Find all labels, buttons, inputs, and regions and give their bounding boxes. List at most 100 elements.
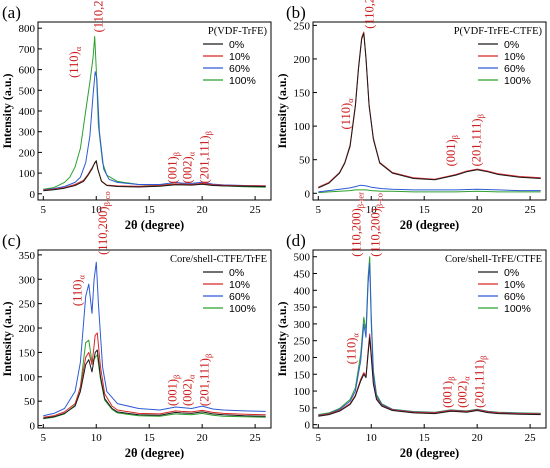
y-tick-label: 150 [19,347,36,359]
x-axis-label: 2θ (degree) [125,446,184,460]
peak-annotation-main: (002) [181,379,195,406]
peak-annotation: (110)α [70,274,86,306]
x-tick-label: 5 [316,432,322,444]
peak-annotation-main: (001) [166,379,180,406]
legend-label: 60% [229,291,250,303]
y-tick-label: 700 [19,44,36,56]
panel-label: (b) [286,3,306,22]
y-tick-label: 350 [19,250,36,262]
y-tick-label: 0 [305,188,311,200]
peak-annotation-main: (201,111) [473,360,487,408]
peak-annotation: (110,200)β-co [96,191,112,255]
plot-frame [37,249,272,429]
peak-annotation-sub: β [450,135,460,139]
plot-frame [312,249,547,429]
y-tick-label: 300 [19,274,36,286]
y-axis-label: Intensity (a.u.) [275,301,289,376]
peak-annotation: (002)α [456,376,472,408]
y-tick-label: 300 [19,127,36,139]
peak-annotation-main: (110,200) [362,0,376,29]
panel-label: (a) [2,3,21,22]
x-tick-label: 25 [250,432,262,444]
x-tick-label: 15 [419,204,431,216]
legend-label: 0% [229,39,244,51]
y-tick-label: 100 [294,386,311,398]
peak-annotation-main: (110) [344,338,358,365]
y-tick-label: 0 [305,420,311,432]
peak-annotation: (001)β [444,135,460,166]
legend-label: 10% [504,279,525,291]
peak-annotation-main: (001) [444,139,458,166]
panel-d: 5 10 15 20 250501001502002503003504004505002… [275,192,547,460]
legend-label: 100% [504,303,531,315]
y-tick-label: 100 [19,372,36,384]
x-tick-label: 10 [366,432,378,444]
peak-annotation: (110,200)β-ter [350,192,366,257]
y-tick-label: 50 [24,396,36,408]
chart-title: P(VDF-TrFE) [208,26,268,37]
peak-annotation-main: (201,111) [198,358,212,406]
peak-annotation-main: (110,200) [96,206,110,255]
x-axis-label: 2θ (degree) [400,446,459,460]
y-tick-label: 200 [294,54,311,66]
x-tick-label: 25 [525,204,537,216]
x-tick-label: 25 [250,204,262,216]
y-tick-label: 350 [294,302,311,314]
x-axis-label: 2θ (degree) [125,218,184,232]
legend-label: 60% [504,291,525,303]
panel-a: 5 10 15 20 25 0 100 200 300 400 500 600 700 800 2θ (de… [0,0,272,232]
peak-annotation: (002)α [181,374,197,406]
peak-annotation-main: (110) [339,103,353,130]
legend-label: 100% [229,303,256,315]
y-tick-label: 100 [294,121,311,133]
peak-annotation-sub: β-co [102,191,112,206]
y-tick-label: 0 [30,189,36,201]
y-tick-label: 600 [19,65,36,77]
peak-annotation-main: (201,111) [469,118,483,166]
peak-annotation: (201,111)β [473,355,489,407]
y-tick-label: 100 [19,168,36,180]
y-tick-label: 200 [19,323,36,335]
peak-annotation-main: (002) [181,156,195,183]
series-line-0pct [43,349,266,419]
peak-annotation-main: (110,200) [92,0,106,32]
peak-annotation: (002)α [181,151,197,183]
peak-annotation-main: (110) [67,51,81,78]
plot-frame [312,21,547,201]
peak-annotation-sub: α [187,151,197,156]
series-line-60pct [43,261,266,417]
y-tick-label: 200 [19,147,36,159]
panel-label: (c) [2,231,21,250]
peak-annotation-sub: β [172,375,182,379]
peak-annotation: (110)α [67,46,83,78]
y-axis-label: Intensity (a.u.) [275,73,289,148]
y-tick-label: 300 [294,319,311,331]
legend-label: 100% [229,75,256,87]
peak-annotation-sub: α [76,274,86,279]
series-line-0pct [43,160,266,192]
x-tick-label: 5 [41,204,47,216]
peak-annotation-sub: β-ter [356,192,366,208]
peak-annotation: (110)α [339,98,355,130]
y-tick-label: 250 [294,20,311,32]
peak-annotation-sub: α [462,376,472,381]
chart-title: Core/shell-TrFE/CTFE [445,254,542,265]
x-tick-label: 10 [366,204,378,216]
peak-annotation-main: (110,200) [369,208,383,257]
legend-label: 10% [229,279,250,291]
legend-label: 0% [504,39,519,51]
y-tick-label: 800 [19,23,36,35]
chart-title: P(VDF-TrFE-CTFE) [454,26,543,37]
peak-annotation-sub: β-co [375,193,385,208]
panel-label: (d) [286,231,306,250]
peak-annotation: (110)α [344,333,360,365]
y-tick-label: 500 [19,85,36,97]
series-line-100pct [43,339,266,420]
peak-annotation: (001)β [441,376,457,407]
peak-annotation-sub: β [204,354,214,358]
legend-label: 0% [504,267,519,279]
legend-label: 10% [504,51,525,63]
peak-annotation-sub: α [350,333,360,338]
peak-annotation-main: (001) [166,156,180,183]
